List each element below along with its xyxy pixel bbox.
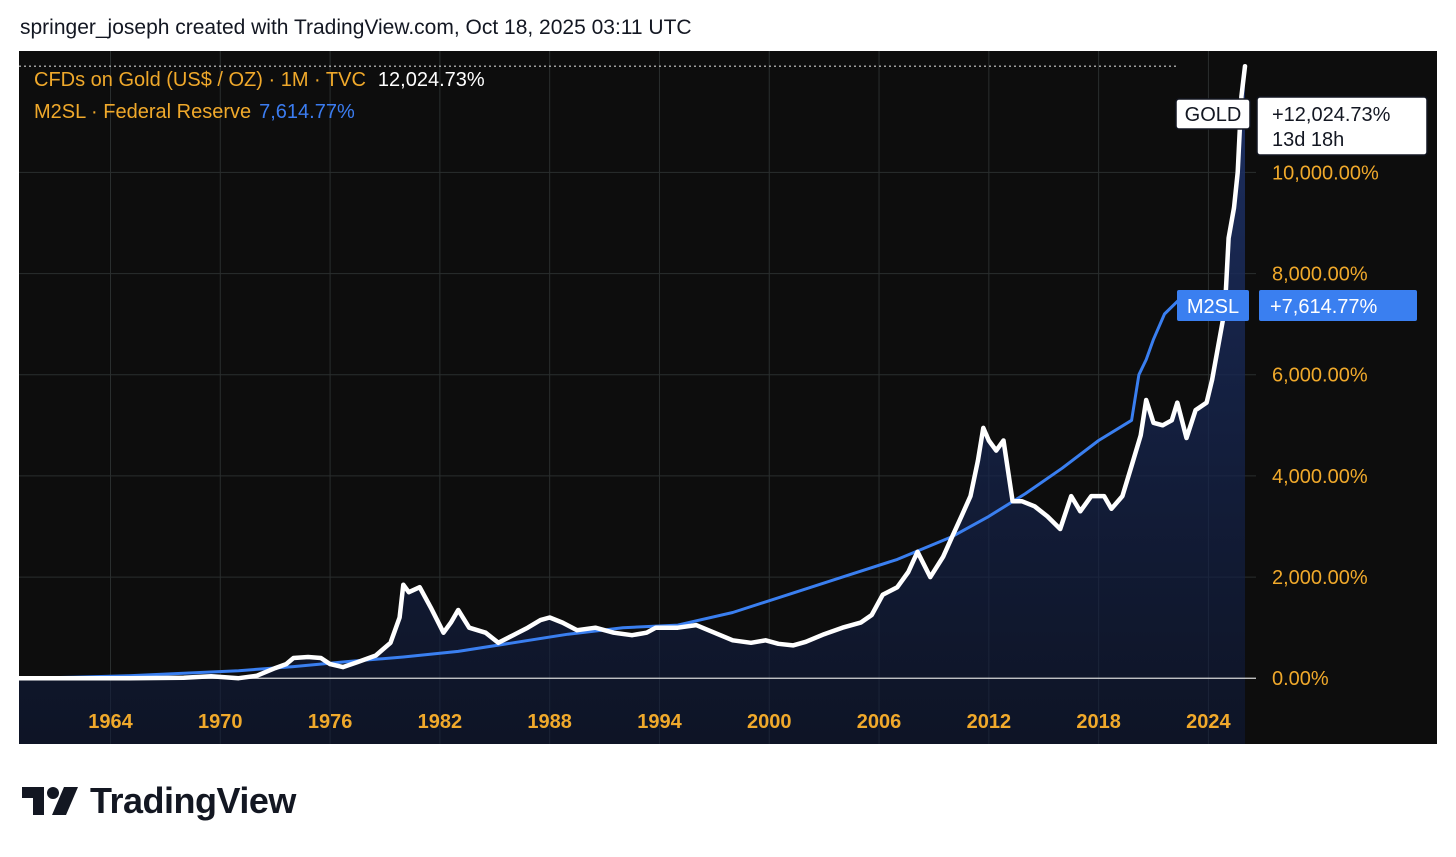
gold-value-box xyxy=(1256,96,1428,156)
gold-symbol-box xyxy=(1175,98,1251,130)
legend-gold-label: CFDs on Gold (US$ / OZ) · 1M · TVC xyxy=(34,69,366,91)
tradingview-logo[interactable]: TradingView xyxy=(22,780,296,822)
x-axis-labels: 1964 1970 1976 1982 1988 1994 2000 2006 2012 2018… xyxy=(88,711,1231,733)
tradingview-mark-icon xyxy=(22,787,78,815)
y-tick-label: 8,000.00% xyxy=(1272,264,1368,286)
gold-value-label: +12,024.73% xyxy=(1272,104,1391,126)
gold-area xyxy=(19,66,1245,744)
m2-symbol-box xyxy=(1177,290,1249,321)
m2-value-box xyxy=(1259,290,1417,321)
x-tick-label: 1988 xyxy=(527,711,572,733)
x-tick-label: 1964 xyxy=(88,711,133,733)
y-tick-label: 0.00% xyxy=(1272,668,1329,690)
x-tick-label: 2006 xyxy=(857,711,902,733)
y-tick-label: 10,000.00% xyxy=(1272,162,1379,184)
chart-panel[interactable]: 0.00% 2,000.00% 4,000.00% 6,000.00% 8,000.00… xyxy=(19,51,1437,744)
y-tick-label: 6,000.00% xyxy=(1272,365,1368,387)
gold-symbol-label: GOLD xyxy=(1185,104,1242,126)
y-tick-label: 2,000.00% xyxy=(1272,567,1368,589)
x-tick-label: 2012 xyxy=(967,711,1012,733)
y-tick-label: 4,000.00% xyxy=(1272,466,1368,488)
gold-area-fill xyxy=(19,66,1245,744)
x-tick-label: 2024 xyxy=(1186,711,1231,733)
x-tick-label: 1982 xyxy=(418,711,463,733)
m2-price-tag[interactable]: M2SL +7,614.77% xyxy=(1177,290,1417,321)
x-tick-label: 1976 xyxy=(308,711,353,733)
series-lines xyxy=(19,63,1248,681)
legend-m2-label: M2SL · Federal Reserve xyxy=(34,101,252,123)
x-tick-label: 2018 xyxy=(1076,711,1121,733)
x-tick-label: 1970 xyxy=(198,711,243,733)
x-tick-label: 1994 xyxy=(637,711,682,733)
legend-m2[interactable]: M2SL · Federal Reserve 7,614.77% xyxy=(34,101,355,124)
m2-symbol-label: M2SL xyxy=(1187,296,1239,318)
m2-value-label: +7,614.77% xyxy=(1270,296,1378,318)
legend-gold[interactable]: CFDs on Gold (US$ / OZ) · 1M · TVC 12,024… xyxy=(34,69,485,92)
m2sl-series-line[interactable] xyxy=(19,291,1247,680)
x-tick-label: 2000 xyxy=(747,711,792,733)
gold-price-tag[interactable]: GOLD +12,024.73% 13d 18h xyxy=(1175,96,1428,156)
y-axis-labels: 0.00% 2,000.00% 4,000.00% 6,000.00% 8,000.00… xyxy=(1272,162,1379,690)
legend-m2-value: 7,614.77% xyxy=(259,101,355,123)
gold-series-line[interactable] xyxy=(19,63,1248,681)
bar-countdown-label: 13d 18h xyxy=(1272,129,1344,151)
brand-name: TradingView xyxy=(90,780,296,821)
legend-gold-value: 12,024.73% xyxy=(377,69,485,91)
chart-canvas[interactable]: 0.00% 2,000.00% 4,000.00% 6,000.00% 8,000.00… xyxy=(19,51,1437,744)
chart-attribution: springer_joseph created with TradingView… xyxy=(20,16,692,39)
